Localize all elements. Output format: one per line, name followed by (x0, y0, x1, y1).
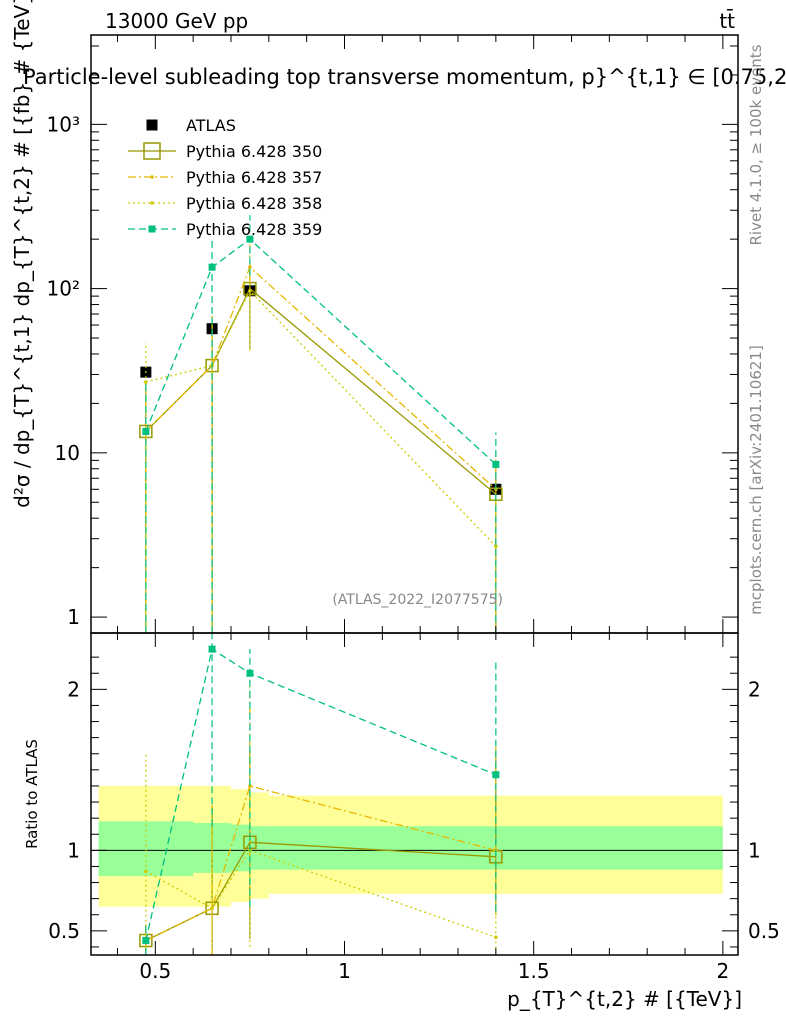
side-label-mcplots: mcplots.cern.ch [arXiv:2401.10621] (747, 345, 765, 615)
chart-title: Particle-level subleading top transverse… (23, 65, 786, 89)
x-axis-label: p_{T}^{t,2} # [{TeV}] (507, 987, 742, 1011)
y-tick-label: 10³ (47, 112, 80, 136)
legend-item: ATLAS (146, 116, 236, 135)
ratio-band-stat (98, 821, 194, 877)
x-tick-label: 0.5 (139, 959, 171, 983)
ratio-data-point (144, 869, 148, 874)
legend: ATLAS Pythia 6.428 350 Pythia 6.428 357 Pyt… (128, 116, 322, 239)
legend-item: Pythia 6.428 350 (128, 142, 322, 161)
y-tick-label: 10 (55, 441, 80, 465)
ratio-data-point (210, 906, 214, 911)
main-y-axis-label: d²σ / dp_{T}^{t,1} dp_{T}^{t,2} # [{fb} … (10, 0, 34, 508)
legend-item: Pythia 6.428 358 (128, 194, 322, 213)
ratio-data-point (492, 771, 500, 779)
main-data-point (494, 544, 498, 549)
ratio-data-point (494, 935, 498, 940)
reference-label: (ATLAS_2022_I2077575) (332, 592, 503, 608)
main-series-0 (140, 285, 502, 495)
ratio-data-point (246, 669, 254, 677)
x-tick-label: 2 (716, 959, 729, 983)
legend-label: Pythia 6.428 350 (186, 142, 322, 161)
header-left-label: 13000 GeV pp (105, 9, 248, 33)
main-series-1 (139, 264, 503, 633)
ratio-series-line (145, 785, 497, 942)
ratio-series-3 (142, 633, 500, 955)
main-data-point (248, 288, 252, 293)
ratio-data-point (142, 937, 150, 945)
legend-marker (148, 225, 156, 233)
x-tick-label: 1 (338, 959, 351, 983)
ratio-y-tick-label-right: 1 (748, 838, 761, 862)
main-series-line (145, 266, 497, 490)
ratio-data-point (208, 645, 216, 653)
y-tick-label: 1 (67, 605, 80, 629)
axes-ticks: 0.5 1 1.5 2 1 10 10² 10³ 0.5 0.5 1 1 2 2 (47, 35, 780, 983)
legend-marker (146, 119, 158, 131)
ratio-band-stat (249, 826, 269, 870)
y-tick-label: 10² (47, 277, 80, 301)
legend-marker (150, 201, 154, 205)
ratio-uncertainty-bands (98, 785, 723, 907)
ratio-y-tick-label-right: 2 (748, 677, 761, 701)
ratio-panel-series (139, 633, 503, 955)
ratio-y-tick-label: 0.5 (48, 919, 80, 943)
legend-label: Pythia 6.428 359 (186, 220, 322, 239)
legend-item: Pythia 6.428 357 (128, 168, 322, 187)
ratio-series-line (145, 849, 497, 938)
main-series-line (145, 287, 497, 495)
side-label-rivet: Rivet 4.1.0, ≥ 100k events (747, 44, 765, 245)
ratio-y-axis-label: Ratio to ATLAS (23, 739, 41, 849)
main-data-point (246, 235, 254, 243)
header-right-label: tt̄ (719, 8, 735, 33)
main-data-point (144, 380, 148, 384)
main-data-point (208, 263, 216, 271)
main-series-3 (144, 266, 498, 633)
legend-item: Pythia 6.428 359 (128, 220, 322, 239)
ratio-y-tick-label-right: 0.5 (748, 919, 780, 943)
legend-label: ATLAS (186, 116, 236, 135)
main-data-point (142, 427, 150, 435)
main-series-2 (144, 240, 498, 633)
main-data-point (492, 460, 500, 468)
legend-label: Pythia 6.428 357 (186, 168, 322, 187)
ratio-panel-frame (90, 632, 739, 956)
legend-marker (150, 175, 154, 179)
legend-marker (143, 142, 161, 160)
ratio-y-tick-label: 1 (67, 838, 80, 862)
x-tick-label: 1.5 (518, 959, 550, 983)
main-series-line (145, 238, 497, 465)
legend-label: Pythia 6.428 358 (186, 194, 322, 213)
ratio-y-tick-label: 2 (67, 677, 80, 701)
main-series-line (145, 289, 497, 547)
main-series-4 (142, 215, 500, 633)
ratio-series-line (145, 648, 497, 941)
main-panel-series (139, 215, 503, 633)
main-data-point (248, 265, 252, 269)
